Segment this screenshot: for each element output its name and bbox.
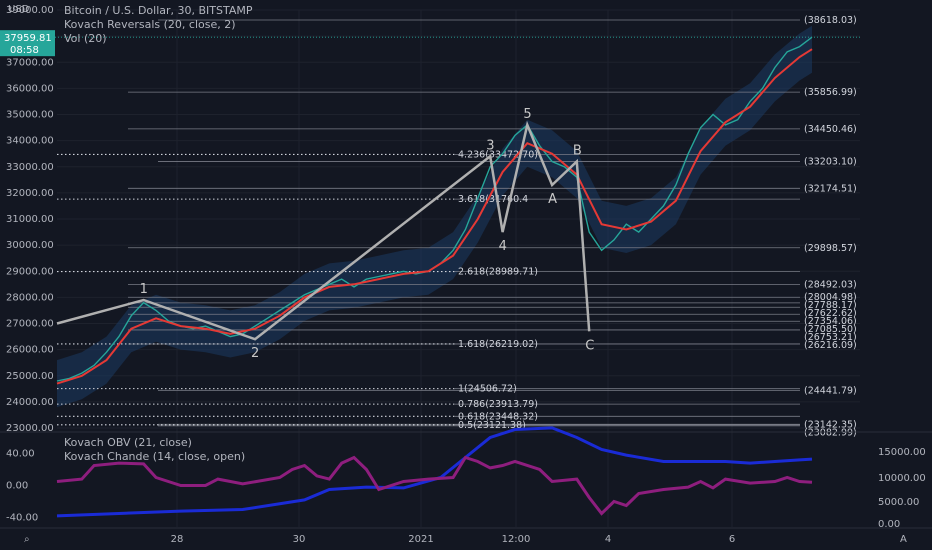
- wave-zigzag: [56, 120, 591, 341]
- wave-label-4: 4: [499, 239, 507, 254]
- time-axis[interactable]: 28 30 2021 12:00 4 6: [0, 527, 932, 545]
- osc-right-tick: 5000.00: [878, 497, 919, 508]
- oscillator-pane: 40.00 0.00 -40.00 15000.00 10000.00 5000.00 0.…: [0, 426, 932, 530]
- fib-label: 4.236(33472.70): [458, 149, 538, 160]
- level-label: (32174.51): [804, 183, 857, 194]
- indicator-chande-label[interactable]: Kovach Chande (14, close, open): [64, 450, 246, 463]
- price-axis[interactable]: 39000.0038000.0037000.0036000.0035000.00…: [0, 5, 860, 434]
- time-tick: 28: [171, 534, 184, 545]
- volatility-band: [57, 25, 812, 408]
- band-area: [57, 25, 812, 408]
- level-label: (33203.10): [804, 156, 857, 167]
- time-tick: 2021: [408, 534, 433, 545]
- fib-levels: 4.236(33472.70) 3.618(31760.4 2.618(28989.…: [57, 149, 800, 431]
- wave-label-5: 5: [523, 107, 531, 122]
- price-tick: 35000.00: [6, 110, 54, 121]
- chande-line: [56, 455, 813, 516]
- price-tick: 27000.00: [6, 319, 54, 330]
- level-label: (29898.57): [804, 243, 857, 254]
- osc-left-tick: 40.00: [6, 449, 35, 460]
- last-price-badge: [0, 30, 55, 57]
- last-price-value: 37959.81: [4, 33, 52, 44]
- level-label: (23082.99): [804, 427, 857, 438]
- level-label: (35856.99): [804, 87, 857, 98]
- tv-logo-icon[interactable]: ⌕: [24, 534, 30, 545]
- level-label: (28492.03): [804, 280, 857, 291]
- level-label: (26216.09): [804, 340, 857, 351]
- level-label: (28004.98): [804, 292, 857, 303]
- price-tick: 24000.00: [6, 397, 54, 408]
- osc-left-tick: 0.00: [6, 481, 28, 492]
- wave-label-2: 2: [251, 346, 259, 361]
- bar-countdown: 08:58: [10, 45, 39, 56]
- fib-label: 0.5(23121.38): [458, 420, 526, 431]
- osc-left-tick: -40.00: [6, 513, 38, 524]
- level-label: (27085.50): [804, 324, 857, 335]
- indicator-obv-label[interactable]: Kovach OBV (21, close): [64, 436, 192, 449]
- time-tick: 30: [293, 534, 306, 545]
- level-label: (27788.17): [804, 300, 857, 311]
- currency-label: USD: [8, 4, 30, 15]
- wave-label-B: B: [573, 144, 582, 159]
- price-series: [56, 36, 813, 385]
- wave-label-C: C: [585, 338, 594, 353]
- level-label: (34450.46): [804, 124, 857, 135]
- fib-label: 1(24506.72): [458, 384, 517, 395]
- time-tick: 6: [729, 534, 735, 545]
- price-tick: 23000.00: [6, 423, 54, 434]
- level-label: (24441.79): [804, 385, 857, 396]
- wave-label-A: A: [548, 192, 557, 207]
- level-label: (38618.03): [804, 15, 857, 26]
- price-tick: 29000.00: [6, 266, 54, 277]
- osc-right-tick: 10000.00: [878, 473, 926, 484]
- price-tick: 34000.00: [6, 136, 54, 147]
- price-tick: 30000.00: [6, 240, 54, 251]
- auto-scale-icon[interactable]: A: [900, 534, 907, 545]
- horizontal-levels: (38618.03) (35856.99) (34450.46) (33203.10)…: [128, 15, 857, 438]
- time-tick: 12:00: [502, 534, 531, 545]
- price-tick: 37000.00: [6, 57, 54, 68]
- indicator-reversals-label[interactable]: Kovach Reversals (20, close, 2): [64, 18, 236, 31]
- price-tick: 32000.00: [6, 188, 54, 199]
- wave-label-1: 1: [140, 282, 148, 297]
- fib-label: 0.786(23913.79): [458, 399, 538, 410]
- fib-label: 3.618(31760.4: [458, 194, 528, 205]
- fib-label: 2.618(28989.71): [458, 267, 538, 278]
- fib-label: 0.618(23448.32): [458, 411, 538, 422]
- osc-right-tick: 15000.00: [878, 447, 926, 458]
- moving-average-line: [56, 48, 813, 385]
- time-tick: 4: [605, 534, 611, 545]
- wave-label-3: 3: [486, 138, 494, 153]
- price-tick: 33000.00: [6, 162, 54, 173]
- level-label: (27354.06): [804, 316, 857, 327]
- price-tick: 36000.00: [6, 83, 54, 94]
- price-tick: 28000.00: [6, 292, 54, 303]
- zigzag-line: [56, 120, 591, 341]
- osc-right-tick: 0.00: [878, 519, 900, 530]
- level-label: (27622.62): [804, 308, 857, 319]
- indicator-volume-label[interactable]: Vol (20): [64, 32, 107, 45]
- price-tick: 25000.00: [6, 371, 54, 382]
- price-tick: 31000.00: [6, 214, 54, 225]
- fib-label: 1.618(26219.02): [458, 339, 538, 350]
- chart-title: Bitcoin / U.S. Dollar, 30, BITSTAMP: [64, 4, 253, 17]
- level-label: (23142.35): [804, 419, 857, 430]
- obv-line: [56, 426, 813, 518]
- price-tick: 26000.00: [6, 345, 54, 356]
- level-label: (26753.21): [804, 332, 857, 343]
- price-tick: 39000.00: [6, 5, 54, 16]
- wave-labels: 1 2 3 4 5 A B C: [140, 107, 595, 361]
